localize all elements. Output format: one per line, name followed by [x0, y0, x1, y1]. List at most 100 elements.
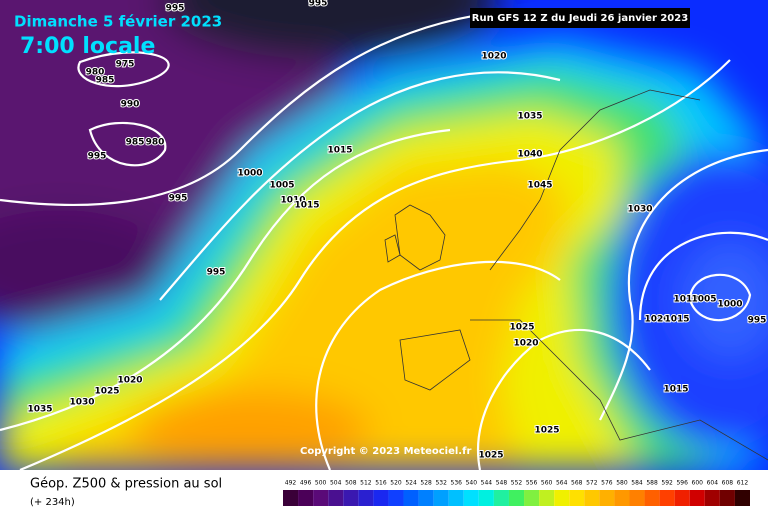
isobar-label: 1020: [644, 315, 669, 325]
isobar-label: 1005: [691, 295, 716, 305]
isobar-label: 995: [166, 4, 185, 14]
colorbar-swatch: [298, 490, 314, 506]
colorbar-label: 580: [616, 480, 628, 487]
isobar-label: 975: [116, 60, 135, 70]
colorbar-swatch: [373, 490, 389, 506]
colorbar-label: 596: [676, 480, 688, 487]
colorbar-label: 528: [420, 480, 432, 487]
colorbar-label: 532: [435, 480, 447, 487]
time-label: 7:00 locale: [20, 34, 155, 59]
colorbar-swatch: [569, 490, 585, 506]
colorbar-swatch: [328, 490, 344, 506]
colorbar-swatch: [689, 490, 705, 506]
isobar-label: 1030: [69, 398, 94, 408]
colorbar-swatch: [433, 490, 449, 506]
isobar-label: 1025: [478, 451, 503, 461]
colorbar-label: 588: [646, 480, 658, 487]
isobar-label: 985: [126, 138, 145, 148]
colorbar-swatch: [719, 490, 735, 506]
colorbar-label: 496: [300, 480, 312, 487]
colorbar-swatch: [659, 490, 675, 506]
colorbar-swatch: [283, 490, 299, 506]
isobar-label: 1015: [327, 146, 352, 156]
isobar-label: 1030: [627, 205, 652, 215]
isobar-label: 1015: [664, 315, 689, 325]
isobar-label: 1020: [481, 52, 506, 62]
coastlines: [384, 89, 768, 461]
isobar-label: 995: [88, 152, 107, 162]
isobar-label: 985: [96, 76, 115, 86]
footer-lead: (+ 234h): [30, 497, 75, 508]
colorbar-swatch: [388, 490, 404, 506]
colorbar-label: 572: [586, 480, 598, 487]
colorbar-swatch: [584, 490, 600, 506]
colorbar-swatch: [418, 490, 434, 506]
colorbar-label: 592: [661, 480, 673, 487]
colorbar-swatch: [343, 490, 359, 506]
isobar-label: 1025: [94, 387, 119, 397]
isobar-label: 1035: [27, 405, 52, 415]
colorbar-swatch: [448, 490, 464, 506]
colorbar-label: 612: [737, 480, 749, 487]
isobar-label: 1005: [269, 181, 294, 191]
colorbar-swatch: [508, 490, 525, 506]
colorbar-swatch: [644, 490, 660, 506]
colorbar-label: 560: [541, 480, 553, 487]
colorbar-swatch: [629, 490, 645, 506]
colorbar-label: 544: [481, 480, 493, 487]
colorbar-label: 524: [405, 480, 417, 487]
colorbar-label: 500: [315, 480, 327, 487]
colorbar-swatch: [358, 490, 374, 506]
isobar-label: 990: [121, 100, 140, 110]
isobar-label: 1035: [517, 112, 542, 122]
colorbar-label: 556: [526, 480, 538, 487]
isobar-label: 980: [86, 68, 105, 78]
colorbar-swatch: [313, 490, 329, 506]
isobar-label: 1015: [663, 385, 688, 395]
colorbar-label: 568: [571, 480, 583, 487]
isobar-label: 995: [169, 194, 188, 204]
geopotential-field: [0, 0, 768, 470]
isobar-label: 995: [207, 268, 226, 278]
colorbar-swatch: [614, 490, 630, 506]
footer-title: Géop. Z500 & pression au sol: [30, 477, 222, 492]
colorbar-swatch: [493, 490, 509, 506]
colorbar-label: 516: [375, 480, 387, 487]
colorbar-label: 576: [601, 480, 613, 487]
colorbar-swatch: [554, 490, 570, 506]
run-box: [470, 8, 690, 28]
isobar-label: 1010: [280, 196, 305, 206]
colorbar-label: 548: [496, 480, 508, 487]
isobar-label: 1025: [534, 426, 559, 436]
date-label: Dimanche 5 février 2023: [14, 13, 222, 31]
isobar-label: 1000: [237, 169, 262, 179]
colorbar-swatch: [463, 490, 479, 506]
isobar-label: 995: [309, 0, 328, 9]
run-label: Run GFS 12 Z du Jeudi 26 janvier 2023: [472, 13, 688, 24]
colorbar-label: 608: [722, 480, 734, 487]
isobar-label: 1020: [117, 376, 142, 386]
isobar-label: 1000: [717, 300, 742, 310]
colorbar-label: 520: [390, 480, 402, 487]
isobar-label: 1015: [294, 201, 319, 211]
colorbar-swatch: [478, 490, 494, 506]
colorbar-swatch: [539, 490, 555, 506]
isobar-label: 1040: [517, 150, 542, 160]
isobars: [0, 8, 768, 472]
isobar-label: 1020: [513, 339, 538, 349]
isobar-label: 1025: [509, 323, 534, 333]
colorbar-label: 512: [360, 480, 372, 487]
colorbar-label: 600: [692, 480, 704, 487]
isobar-label: 1010: [673, 295, 698, 305]
colorbar-label: 552: [511, 480, 523, 487]
colorbar-label: 536: [451, 480, 463, 487]
isobar-label: 1045: [527, 181, 552, 191]
copyright: Copyright © 2023 Meteociel.fr: [300, 446, 471, 457]
colorbar-label: 564: [556, 480, 568, 487]
colorbar-swatch: [704, 490, 720, 506]
colorbar-label: 540: [466, 480, 478, 487]
colorbar-label: 492: [285, 480, 297, 487]
colorbar-label: 604: [707, 480, 719, 487]
